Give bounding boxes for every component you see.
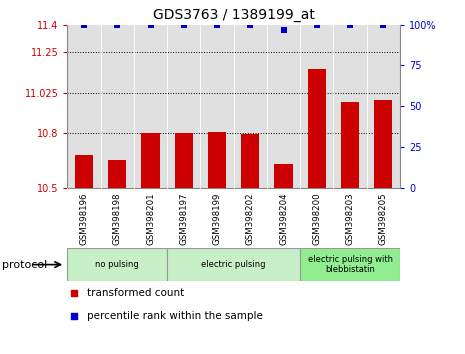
Bar <box>300 248 400 281</box>
Text: GSM398197: GSM398197 <box>179 193 188 245</box>
Bar <box>241 134 259 188</box>
Point <box>147 22 154 28</box>
Text: GSM398200: GSM398200 <box>312 193 321 245</box>
Bar <box>308 69 326 188</box>
Text: electric pulsing: electric pulsing <box>201 260 266 269</box>
Text: GSM398201: GSM398201 <box>146 193 155 245</box>
Point <box>313 22 320 28</box>
Text: transformed count: transformed count <box>87 288 185 298</box>
Text: protocol: protocol <box>2 259 47 270</box>
Bar <box>108 160 126 188</box>
Bar <box>274 164 292 188</box>
Text: no pulsing: no pulsing <box>95 260 139 269</box>
Text: percentile rank within the sample: percentile rank within the sample <box>87 311 263 321</box>
Text: GSM398199: GSM398199 <box>213 193 221 245</box>
Point <box>70 290 78 296</box>
Point <box>80 22 88 28</box>
Point <box>213 22 221 28</box>
Text: GSM398203: GSM398203 <box>345 193 354 245</box>
Bar <box>141 133 159 188</box>
Bar <box>75 155 93 188</box>
Title: GDS3763 / 1389199_at: GDS3763 / 1389199_at <box>153 8 315 22</box>
Text: GSM398198: GSM398198 <box>113 193 122 245</box>
Point <box>379 22 387 28</box>
Point <box>346 22 354 28</box>
Point <box>113 22 121 28</box>
Text: electric pulsing with
blebbistatin: electric pulsing with blebbistatin <box>307 255 392 274</box>
Bar <box>67 248 167 281</box>
Text: GSM398204: GSM398204 <box>279 193 288 245</box>
Point <box>280 27 287 33</box>
Point <box>70 313 78 319</box>
Point <box>246 22 254 28</box>
Bar <box>341 102 359 188</box>
Bar <box>167 248 300 281</box>
Text: GSM398202: GSM398202 <box>246 193 255 245</box>
Bar <box>374 100 392 188</box>
Text: GSM398205: GSM398205 <box>379 193 388 245</box>
Text: GSM398196: GSM398196 <box>80 193 88 245</box>
Bar <box>175 133 193 188</box>
Bar <box>208 132 226 188</box>
Point <box>180 22 187 28</box>
